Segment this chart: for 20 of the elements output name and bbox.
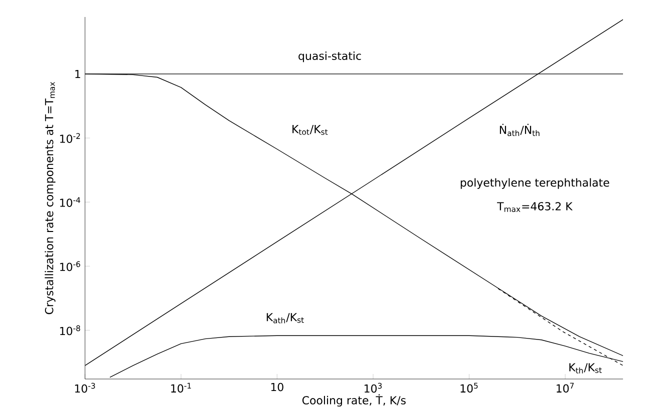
series-label: quasi-static <box>298 52 361 62</box>
x-tick-label: 10$^{-3}$ <box>75 382 95 393</box>
x-tick-label: 10 <box>271 382 284 392</box>
y-axis-title: Crystallization rate components at T=T$_{max}$ <box>44 82 56 314</box>
x-tick-label: 10$^{7}$ <box>556 382 574 393</box>
y-tick-label: 10$^{-8}$ <box>60 325 80 336</box>
y-tick-label: 10$^{-6}$ <box>60 261 80 272</box>
x-tick-label: 10$^{3}$ <box>364 382 382 393</box>
x-axis-title: Cooling rate, Ṫ, K/s <box>302 394 406 407</box>
x-tick-label: 10$^{5}$ <box>460 382 478 393</box>
y-tick-label: 10$^{-4}$ <box>60 197 80 207</box>
series-label: K$_{tot}$/K$_{st}$ <box>292 125 328 135</box>
annotation: T$_{max}$=463.2 K <box>497 202 573 212</box>
y-tick-label: 10$^{-2}$ <box>60 133 80 143</box>
series-label: K$_{th}$/K$_{st}$ <box>569 363 602 374</box>
annotation: polyethylene terephthalate <box>460 178 610 189</box>
x-tick-label: 10$^{-1}$ <box>171 382 191 393</box>
y-tick-label: 1 <box>75 70 80 78</box>
series-label: Ṅ$_{ath}$/Ṅ$_{th}$ <box>500 124 540 136</box>
series-label: K$_{ath}$/K$_{st}$ <box>266 313 304 324</box>
